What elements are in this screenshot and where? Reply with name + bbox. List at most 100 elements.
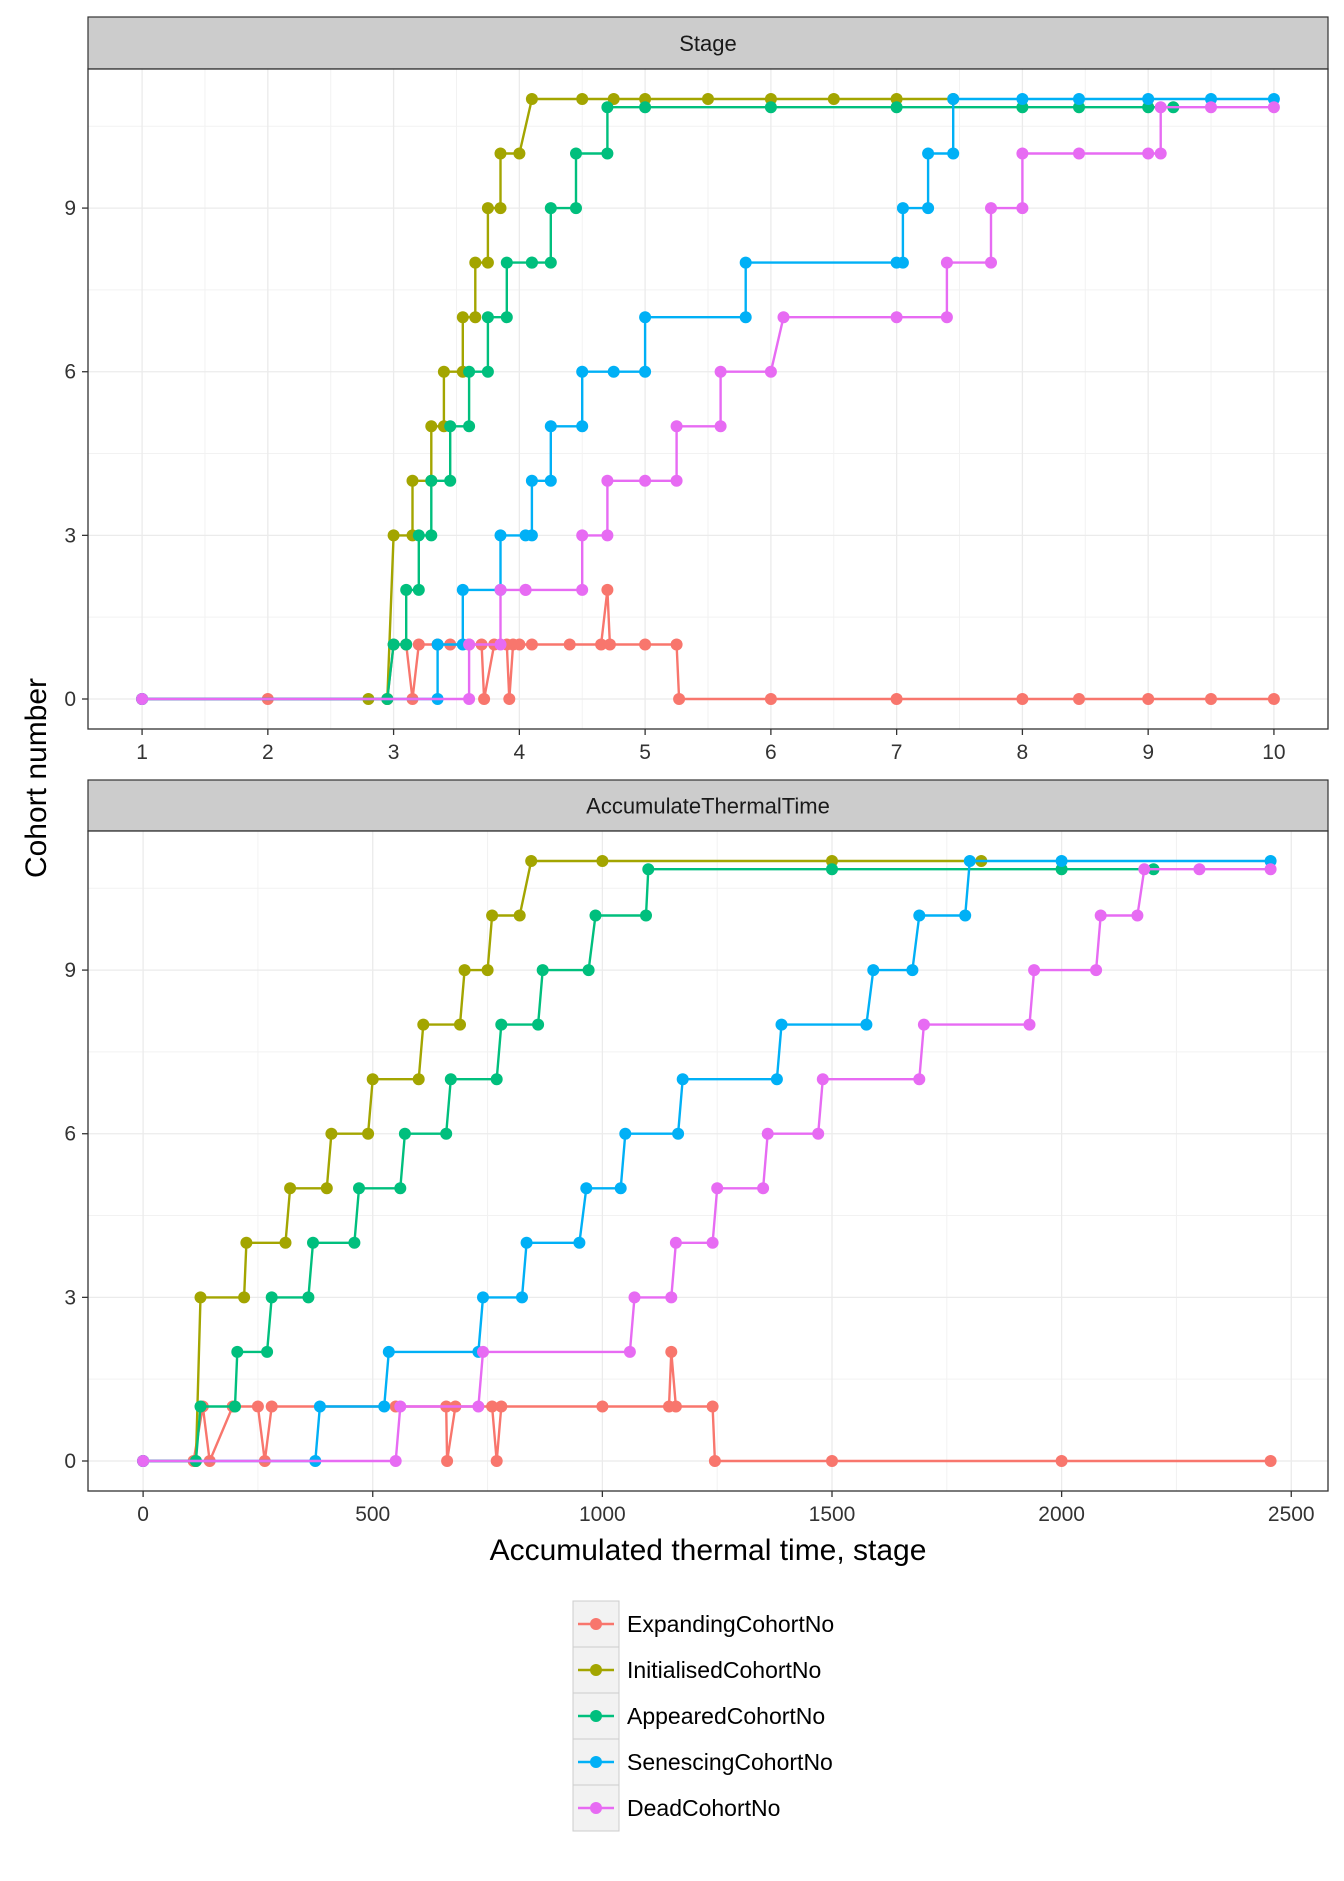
data-point [478, 693, 491, 705]
data-point [896, 202, 909, 215]
legend-entry-senescing-cohort-no: SenescingCohortNo [572, 1738, 833, 1786]
data-point [394, 1182, 407, 1195]
legend-label: DeadCohortNo [627, 1795, 780, 1821]
x-tick-label: 8 [1017, 741, 1029, 764]
legend-entry-dead-cohort-no: DeadCohortNo [572, 1784, 780, 1832]
data-point [601, 147, 614, 160]
data-point [764, 693, 777, 705]
legend-key-point [590, 1710, 602, 1722]
data-point [500, 311, 513, 324]
data-point [251, 1400, 264, 1413]
legend-entry-appeared-cohort-no: AppearedCohortNo [572, 1692, 825, 1740]
x-tick-label: 4 [514, 741, 526, 764]
data-point [231, 1345, 244, 1358]
data-point [764, 365, 777, 378]
data-point [398, 1127, 411, 1140]
data-point [947, 93, 960, 105]
legend-key-point [590, 1618, 602, 1630]
legend-label: AppearedCohortNo [627, 1703, 825, 1729]
data-point [917, 1018, 930, 1031]
data-point [444, 420, 457, 433]
data-point [777, 311, 790, 324]
data-point [639, 474, 652, 487]
panel-border [87, 830, 1329, 1492]
gridlines [88, 831, 1328, 1491]
data-point [1028, 964, 1041, 977]
data-point [490, 1073, 503, 1086]
x-tick-label: 9 [1142, 741, 1154, 764]
x-tick-label: 10 [1262, 741, 1285, 764]
data-point [389, 1455, 402, 1467]
data-point [229, 1400, 241, 1413]
x-tick-label: 7 [891, 741, 903, 764]
data-point [494, 583, 507, 596]
data-point [670, 474, 683, 487]
data-point [387, 529, 400, 542]
data-point [890, 693, 903, 705]
data-point [136, 693, 149, 705]
data-point [985, 256, 997, 269]
data-point [576, 583, 589, 596]
data-point [503, 693, 516, 705]
data-point [481, 202, 494, 215]
data-point [890, 311, 903, 324]
data-point [194, 1291, 207, 1304]
data-point [826, 855, 838, 867]
data-point [601, 101, 614, 114]
data-point [1267, 93, 1280, 105]
data-point [985, 202, 997, 215]
data-point [1094, 909, 1107, 922]
data-point [500, 256, 513, 269]
data-point [669, 1400, 682, 1413]
data-point [544, 474, 557, 487]
data-point [387, 638, 400, 651]
data-point [596, 1400, 609, 1413]
data-point [826, 1455, 838, 1467]
data-point [1073, 101, 1085, 114]
data-point [1154, 101, 1167, 114]
data-point [573, 1236, 586, 1249]
data-point [412, 529, 425, 542]
data-point [320, 1182, 333, 1195]
data-point [348, 1236, 361, 1249]
data-point [366, 1073, 379, 1086]
data-point [940, 256, 953, 269]
y-tick-label: 6 [64, 1123, 76, 1146]
panel-title: AccumulateThermalTime [586, 794, 830, 819]
data-point [739, 311, 752, 324]
data-point [702, 93, 714, 105]
data-point [463, 638, 476, 651]
y-tick-label: 0 [64, 1450, 76, 1473]
panel-strip [87, 779, 1329, 832]
data-point [456, 583, 469, 596]
data-point [757, 1182, 770, 1195]
legend-entry-expanding-cohort-no: ExpandingCohortNo [572, 1600, 834, 1648]
data-point [516, 1291, 528, 1304]
axis-ticks: 0 500 1000 1500 2000 2500 0 3 6 9 [64, 959, 1314, 1526]
data-point [437, 365, 450, 378]
data-point [525, 855, 538, 867]
data-point [596, 855, 609, 867]
data-point [463, 420, 476, 433]
data-point [378, 1400, 391, 1413]
data-point [1205, 693, 1217, 705]
data-point [607, 365, 620, 378]
data-point [570, 147, 582, 160]
data-point [520, 1236, 533, 1249]
data-point [764, 101, 777, 114]
data-point [486, 1400, 499, 1413]
legend-label: ExpandingCohortNo [627, 1611, 834, 1637]
data-point [307, 1236, 319, 1249]
data-point [860, 1018, 873, 1031]
data-point [536, 964, 549, 977]
data-point [642, 863, 655, 876]
data-point [640, 909, 652, 922]
series-dead-cohort-no [136, 101, 1280, 705]
x-tick-label: 3 [388, 741, 400, 764]
data-point [279, 1236, 292, 1249]
data-point [477, 1345, 489, 1358]
data-point [706, 1236, 719, 1249]
data-point [406, 474, 419, 487]
x-tick-label: 2000 [1038, 1503, 1085, 1526]
panel-1: Stage 1 2 3 4 5 6 7 8 9 10 0 3 6 9 [64, 16, 1329, 764]
